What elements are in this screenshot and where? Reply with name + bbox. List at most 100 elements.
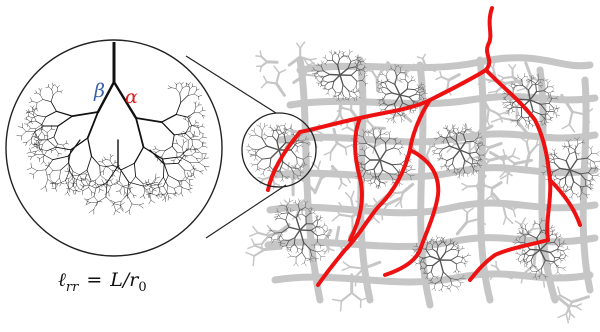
- tree-branch: [85, 200, 91, 203]
- small-tree-7: [564, 143, 566, 147]
- small-tree-9: [377, 87, 380, 89]
- red-vessel-6: [266, 130, 302, 192]
- small-tree-5: [413, 249, 416, 254]
- small-tree-3: [439, 148, 444, 154]
- gray-branch: [270, 229, 281, 233]
- small-tree-7: [566, 186, 568, 190]
- small-tree-3: [478, 144, 483, 148]
- small-tree-1: [315, 76, 317, 80]
- small-tree-5: [451, 284, 457, 288]
- small-tree-3: [462, 124, 466, 127]
- small-tree-9: [387, 70, 390, 73]
- small-tree-5: [412, 249, 417, 252]
- gray-branch: [299, 55, 311, 61]
- small-tree-7: [548, 153, 552, 156]
- gray-branch: [304, 73, 316, 77]
- small-tree-0: [306, 143, 310, 146]
- red-vessel-8: [548, 178, 582, 227]
- small-tree-1: [321, 66, 324, 72]
- gray-branch: [468, 145, 476, 153]
- small-tree-3: [452, 171, 455, 174]
- tree-branch: [171, 146, 178, 153]
- small-tree-5: [450, 245, 454, 250]
- gray-branch: [493, 90, 498, 101]
- small-tree-0: [251, 153, 256, 156]
- tree-branch: [192, 134, 194, 138]
- tree-branch: [34, 146, 40, 149]
- small-tree-3: [472, 162, 475, 166]
- tree-branch: [181, 187, 189, 190]
- small-tree-9: [403, 116, 406, 120]
- tree-branch: [165, 192, 168, 199]
- small-tree-2: [370, 180, 372, 184]
- small-tree-5: [453, 271, 456, 273]
- small-tree-4: [301, 208, 304, 211]
- small-tree-5: [428, 279, 432, 281]
- small-tree-5: [461, 277, 466, 280]
- small-tree-4: [280, 217, 287, 221]
- small-tree-8: [515, 124, 518, 127]
- tree-branch: [193, 101, 196, 104]
- small-tree-5: [464, 262, 468, 264]
- small-tree-5: [439, 259, 444, 273]
- gray-branch: [488, 270, 495, 276]
- small-tree-0: [301, 140, 304, 144]
- small-tree-6: [515, 258, 519, 260]
- tree-branch: [204, 165, 210, 168]
- small-tree-0: [297, 175, 299, 180]
- gray-branch: [446, 143, 456, 153]
- small-tree-8: [518, 119, 520, 123]
- small-tree-6: [558, 237, 561, 241]
- small-tree-5: [456, 268, 459, 272]
- small-tree-5: [460, 282, 464, 283]
- small-tree-5: [430, 238, 433, 241]
- tree-branch: [174, 192, 176, 196]
- tree-branch: [51, 149, 56, 151]
- small-tree-8: [556, 114, 560, 116]
- tree-branch: [65, 182, 70, 184]
- small-tree-1: [355, 85, 358, 91]
- small-tree-8: [503, 101, 509, 104]
- tree-branch: [181, 83, 183, 89]
- small-tree-4: [288, 212, 297, 219]
- tree-branch: [202, 136, 207, 139]
- gray-branch: [468, 141, 472, 158]
- tree-branch: [154, 178, 157, 183]
- small-tree-3: [437, 158, 440, 160]
- gray-branch: [559, 294, 574, 304]
- tree-branch: [39, 158, 40, 162]
- gray-branch: [568, 312, 572, 321]
- tree-branch: [34, 128, 37, 134]
- small-tree-1: [332, 95, 336, 98]
- small-tree-5: [455, 249, 459, 251]
- tree-branch: [182, 138, 185, 143]
- tree-branch: [176, 157, 180, 161]
- small-tree-1: [361, 69, 366, 72]
- gray-branch: [380, 203, 389, 214]
- small-tree-3: [455, 133, 458, 142]
- small-tree-8: [533, 77, 536, 79]
- small-tree-3: [447, 129, 451, 132]
- small-tree-2: [361, 166, 367, 172]
- small-tree-8: [541, 79, 545, 81]
- tree-branch: [23, 141, 28, 144]
- small-tree-3: [440, 157, 444, 161]
- small-tree-4: [327, 234, 331, 237]
- small-tree-8: [517, 74, 519, 78]
- small-tree-8: [507, 104, 511, 106]
- tree-branch: [158, 190, 160, 196]
- gray-branch: [490, 264, 498, 268]
- tree-branch: [177, 155, 185, 164]
- small-tree-4: [310, 229, 318, 237]
- small-tree-1: [343, 51, 346, 54]
- small-tree-9: [378, 81, 383, 83]
- small-tree-0: [276, 124, 278, 128]
- tree-branch: [60, 162, 69, 171]
- gray-branch: [511, 155, 521, 160]
- small-tree-6: [522, 249, 525, 252]
- tree-branch: [29, 142, 32, 146]
- gray-branch: [506, 173, 509, 185]
- small-tree-6: [530, 254, 535, 261]
- small-tree-3: [455, 140, 461, 151]
- small-tree-7: [565, 159, 571, 171]
